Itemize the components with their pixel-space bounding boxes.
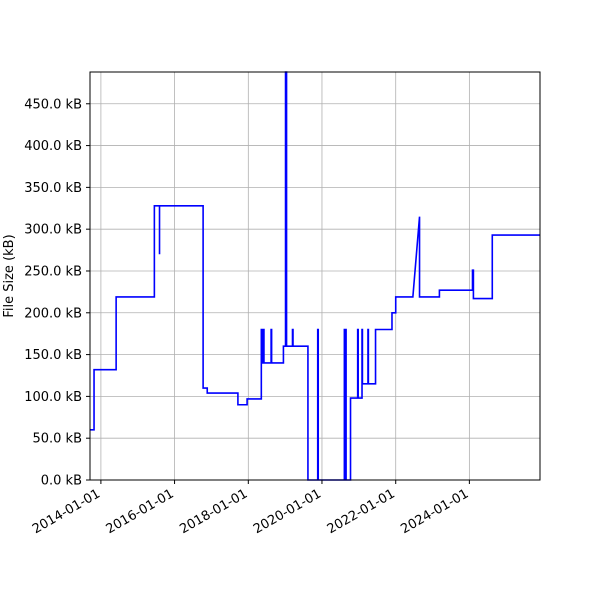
x-tick-label: 2024-01-01	[398, 486, 471, 537]
y-tick-label: 150.0 kB	[24, 348, 82, 363]
y-tick-label: 200.0 kB	[24, 306, 82, 321]
x-tick-label: 2014-01-01	[30, 486, 103, 537]
x-tick-label: 2016-01-01	[104, 486, 177, 537]
grid	[90, 72, 540, 481]
x-tick-label: 2018-01-01	[177, 486, 250, 537]
y-tick-label: 300.0 kB	[24, 223, 82, 238]
y-tick-label: 0.0 kB	[41, 474, 82, 489]
y-tick-label: 400.0 kB	[24, 139, 82, 154]
plot-frame	[89, 71, 541, 481]
y-axis: 0.0 kB 50.0 kB 100.0 kB 150.0 kB 200.0 kB 250…	[24, 97, 90, 489]
y-tick-label: 250.0 kB	[24, 264, 82, 279]
y-axis-label: File Size (kB)	[2, 234, 17, 317]
y-tick-label: 100.0 kB	[24, 390, 82, 405]
y-tick-label: 50.0 kB	[32, 432, 82, 447]
x-axis: 2014-01-01 2016-01-01 2018-01-01 2020-01-01…	[30, 480, 471, 537]
x-tick-label: 2022-01-01	[325, 486, 398, 537]
x-tick-label: 2020-01-01	[251, 486, 324, 537]
series-line	[90, 71, 540, 481]
y-tick-label: 450.0 kB	[24, 97, 82, 112]
series-layer	[90, 71, 540, 481]
y-tick-label: 350.0 kB	[24, 181, 82, 196]
